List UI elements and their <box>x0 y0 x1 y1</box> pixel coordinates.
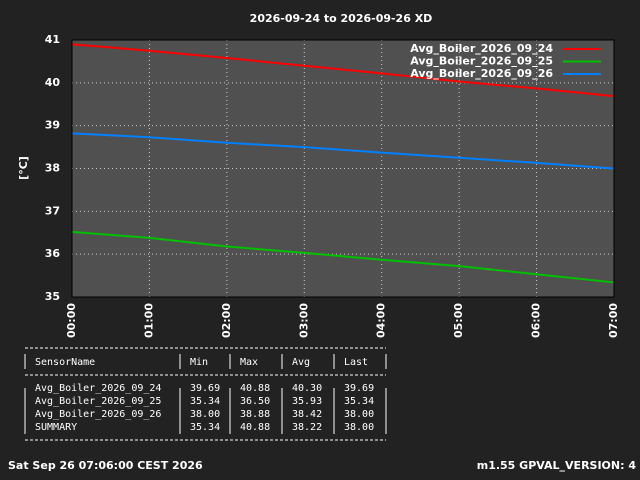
legend-label: Avg_Boiler_2026_09_24 <box>410 42 553 55</box>
table-cell: 35.34 <box>190 422 220 433</box>
x-tick-label: 02:00 <box>220 303 233 338</box>
y-axis-label: [°C] <box>17 156 30 180</box>
table-header: Min <box>190 357 208 368</box>
y-tick-label: 39 <box>45 119 60 132</box>
x-tick-label: 00:00 <box>65 303 78 338</box>
table-cell: 35.34 <box>190 396 220 407</box>
footer-date: Sat Sep 26 07:06:00 CEST 2026 <box>8 459 203 472</box>
table-cell: 35.34 <box>344 396 374 407</box>
table-header: SensorName <box>35 357 95 368</box>
table-header: Last <box>344 357 368 368</box>
table-cell: 40.30 <box>292 383 322 394</box>
table-cell: Avg_Boiler_2026_09_25 <box>35 396 161 407</box>
y-tick-label: 38 <box>45 162 60 175</box>
legend-label: Avg_Boiler_2026_09_26 <box>410 67 553 80</box>
y-tick-label: 40 <box>45 76 61 89</box>
plot-border <box>71 39 615 298</box>
table-cell: 40.88 <box>240 383 270 394</box>
table-cell: 38.00 <box>344 422 374 433</box>
table-cell: 38.00 <box>190 409 220 420</box>
y-tick-label: 35 <box>45 290 60 303</box>
x-tick-label: 04:00 <box>375 303 388 338</box>
table-cell: Avg_Boiler_2026_09_26 <box>35 409 161 420</box>
table-cell: 36.50 <box>240 396 270 407</box>
series-line <box>71 230 615 284</box>
x-tick-label: 05:00 <box>452 303 465 338</box>
x-tick-label: 07:00 <box>607 303 620 338</box>
x-tick-label: 06:00 <box>530 303 543 338</box>
series-line <box>71 43 615 98</box>
footer-version: m1.55 GPVAL_VERSION: 4 <box>477 459 637 472</box>
table-cell: 38.88 <box>240 409 270 420</box>
y-tick-label: 36 <box>45 247 61 260</box>
table-cell: 38.42 <box>292 409 322 420</box>
x-tick-label: 01:00 <box>142 303 155 338</box>
legend-label: Avg_Boiler_2026_09_25 <box>410 55 553 68</box>
table-cell: 38.00 <box>344 409 374 420</box>
table-cell: Avg_Boiler_2026_09_24 <box>35 383 161 394</box>
y-tick-label: 37 <box>45 204 60 217</box>
x-tick-label: 03:00 <box>297 303 310 338</box>
table-cell: 39.69 <box>344 383 374 394</box>
table-cell: 35.93 <box>292 396 322 407</box>
y-tick-label: 41 <box>45 33 60 46</box>
table-cell: 38.22 <box>292 422 322 433</box>
table-header: Max <box>240 357 258 368</box>
table-cell: 39.69 <box>190 383 220 394</box>
series-line <box>71 132 615 170</box>
table-cell: SUMMARY <box>35 422 77 433</box>
chart-title: 2026-09-24 to 2026-09-26 XD <box>250 12 433 25</box>
table-header: Avg <box>292 357 310 368</box>
plot-area <box>72 40 614 297</box>
table-cell: 40.88 <box>240 422 270 433</box>
